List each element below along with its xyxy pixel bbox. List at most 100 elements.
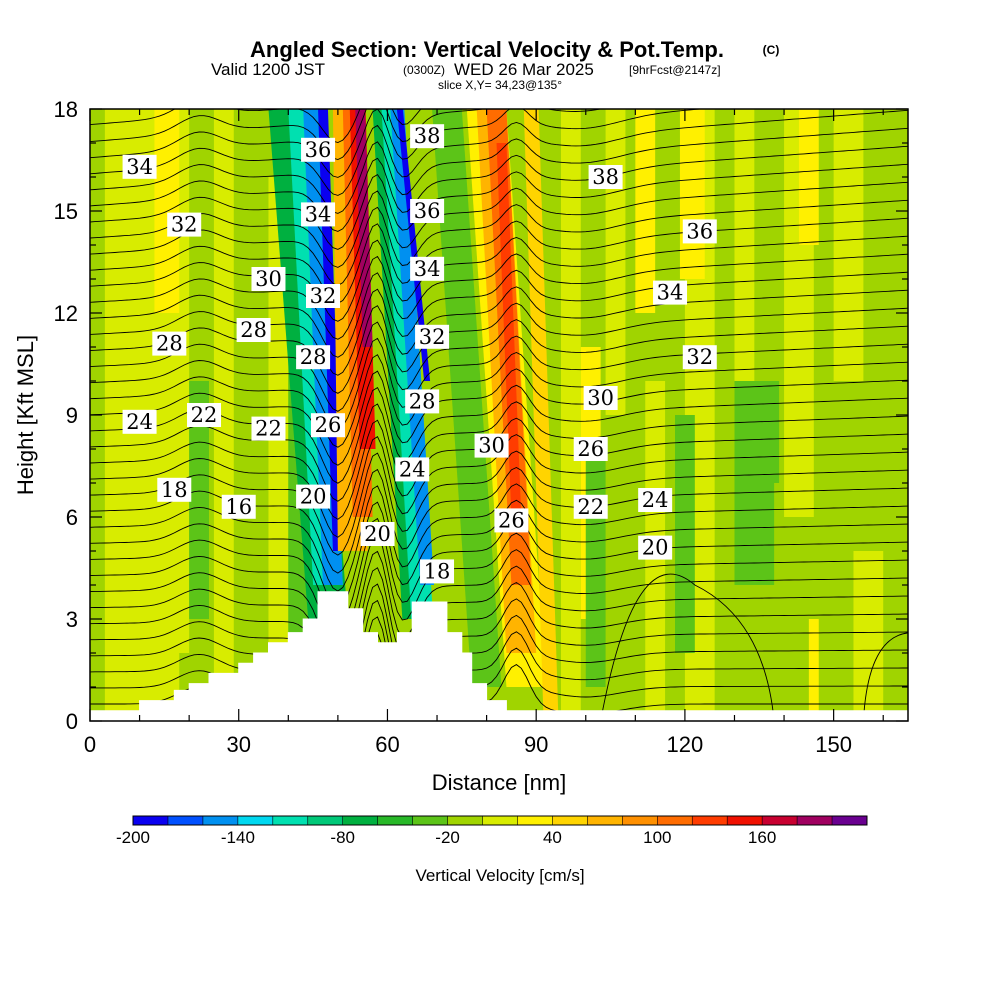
subtitle-forecast: [9hrFcst@2147z] — [629, 63, 721, 77]
contour-label-bg — [301, 202, 336, 227]
contour-label-text: 36 — [414, 199, 441, 223]
contour-label-text: 34 — [657, 281, 684, 305]
contour-label-bg — [221, 494, 256, 519]
isentrope — [90, 384, 908, 484]
contour-label-text: 32 — [686, 345, 713, 369]
contour-label: 34 — [301, 202, 336, 227]
contour-label: 18 — [157, 477, 192, 502]
colorbar-tick-label: 160 — [748, 828, 776, 847]
contour-label-text: 32 — [310, 284, 337, 308]
isentrope — [90, 109, 603, 160]
contour-label-text: 22 — [191, 403, 218, 427]
contour-label-text: 24 — [642, 488, 669, 512]
isentrope — [90, 109, 706, 178]
colorbar-swatch — [272, 816, 309, 825]
contour-label-bg — [405, 389, 440, 414]
contour-label: 34 — [653, 280, 688, 305]
field-patch — [605, 109, 626, 415]
colorbar-swatch — [622, 816, 658, 825]
colorbar-swatch — [692, 816, 728, 825]
contour-label: 28 — [152, 331, 187, 356]
isentrope — [90, 352, 908, 448]
contour-label-text: 34 — [414, 257, 441, 281]
x-tick-label: 30 — [226, 732, 250, 757]
contour-label-bg — [122, 409, 157, 434]
field-patch — [808, 619, 819, 721]
colorbar-swatch — [517, 816, 553, 825]
contour-label-bg — [167, 212, 202, 237]
slice-info: slice X,Y= 34,23@135° — [438, 78, 562, 92]
y-tick-label: 3 — [66, 607, 78, 632]
isentrope — [90, 581, 908, 700]
field-patch — [268, 177, 289, 721]
contour-label-text: 20 — [642, 536, 669, 560]
colorbar-swatch — [657, 816, 693, 825]
y-tick-label: 9 — [66, 403, 78, 428]
colorbar-tick-label: 40 — [543, 828, 562, 847]
contour-label-bg — [360, 522, 395, 546]
contour-label-text: 30 — [587, 386, 614, 410]
contour-label-text: 20 — [300, 485, 327, 509]
isentrope — [90, 145, 908, 232]
colorbar-swatch — [727, 816, 763, 825]
contour-label-text: 34 — [126, 155, 153, 179]
contour-label: 20 — [360, 522, 395, 546]
colorbar-swatch — [202, 816, 239, 825]
colorbar-swatch — [762, 816, 798, 825]
isentrope — [90, 181, 908, 268]
contour-label-text: 28 — [240, 318, 267, 342]
contour-label-text: 16 — [225, 495, 252, 519]
contour-label: 28 — [405, 389, 440, 414]
colorbar-frame — [132, 815, 868, 826]
contour-label-bg — [682, 219, 717, 244]
terrain — [90, 591, 908, 721]
contour-label-text: 22 — [577, 495, 604, 519]
isentrope — [90, 368, 908, 466]
contour-labels: 34 32 30 28 28 24 22 22 18 16 36 34 32 28 26 20 20 38 36 34… — [122, 124, 717, 584]
isentrope — [90, 450, 908, 556]
contour-label-text: 30 — [478, 434, 505, 458]
field-patch — [759, 381, 780, 483]
isentrope — [90, 565, 908, 682]
contour-label-bg — [296, 484, 331, 509]
isentrope — [90, 532, 908, 646]
field-patch — [833, 109, 864, 381]
field-patch — [565, 517, 576, 721]
y-tick-label: 6 — [66, 505, 78, 530]
contour-label: 26 — [494, 508, 529, 533]
isentrope — [90, 286, 908, 376]
isentrope — [90, 253, 908, 340]
contour-label-text: 38 — [592, 165, 619, 189]
velocity-band — [432, 109, 502, 687]
contour-label: 16 — [221, 494, 256, 519]
isentrope — [90, 269, 908, 358]
contour-label-text: 22 — [255, 417, 282, 441]
contour-label: 28 — [236, 318, 271, 342]
contour-label-bg — [410, 256, 445, 281]
colorbar-tick-label: -200 — [116, 828, 150, 847]
contour-label: 36 — [682, 219, 717, 244]
contour-label: 24 — [638, 488, 673, 512]
colorbar-tick-label: -20 — [435, 828, 460, 847]
contour-label-text: 20 — [364, 522, 391, 546]
contour-label: 22 — [251, 416, 286, 441]
contour-label-bg — [410, 199, 445, 223]
field-patch — [674, 415, 695, 653]
contour-label: 38 — [588, 165, 623, 189]
colorbar-swatch — [377, 816, 414, 825]
velocity-band — [523, 109, 559, 721]
contour-label-bg — [152, 331, 187, 356]
velocity-band — [396, 109, 431, 381]
isentrope — [90, 335, 908, 430]
contour-label-bg — [474, 433, 509, 458]
chart-title: Angled Section: Vertical Velocity & Pot.… — [250, 37, 724, 62]
x-tick-label: 150 — [815, 732, 852, 757]
colorbar-swatch — [133, 816, 169, 825]
contour-label-bg — [251, 416, 286, 441]
contour-label-bg — [157, 477, 192, 502]
y-tick-label: 0 — [66, 709, 78, 734]
colorbar-swatch — [587, 816, 623, 825]
isentrope — [90, 401, 908, 502]
contour-label-bg — [122, 154, 157, 179]
isentrope — [90, 163, 908, 250]
